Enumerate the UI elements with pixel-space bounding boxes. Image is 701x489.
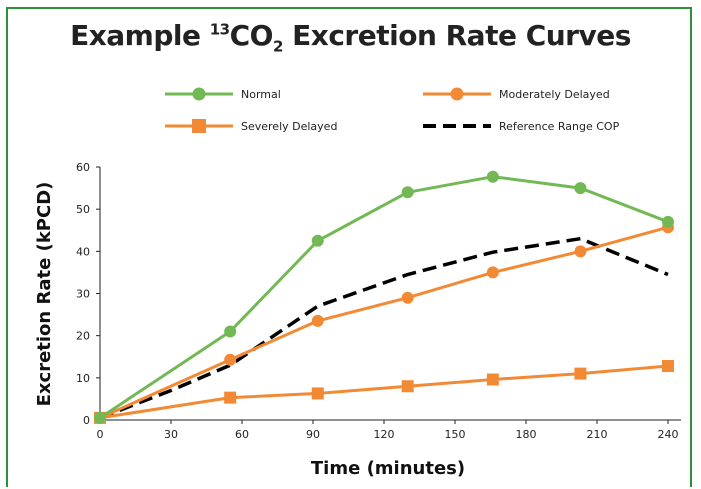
x-tick-label: 150 (445, 428, 466, 441)
x-axis-label: Time (minutes) (311, 458, 465, 479)
data-point (486, 170, 499, 183)
data-point (486, 266, 499, 279)
title-subscript: 2 (272, 37, 283, 56)
data-point (224, 391, 237, 404)
legend-label: Moderately Delayed (499, 88, 610, 101)
title-formula: CO (229, 19, 274, 52)
legend-marker (192, 87, 206, 101)
series-layer (94, 170, 674, 424)
series-line-normal (99, 175, 669, 420)
legend-marker (450, 87, 464, 101)
data-point (401, 291, 414, 304)
legend-item: Normal (165, 87, 281, 101)
series-severely-delayed (94, 360, 674, 424)
data-point (224, 325, 237, 338)
y-axis-label: Excretion Rate (kPCD) (34, 182, 55, 407)
x-tick-label: 120 (374, 428, 395, 441)
x-tick-label: 0 (97, 428, 104, 441)
y-tick-label: 60 (76, 161, 90, 174)
data-point (224, 353, 237, 366)
title-suffix: Excretion Rate Curves (282, 19, 631, 52)
series-moderately-delayed (94, 221, 674, 424)
data-point (486, 373, 499, 386)
data-point (311, 234, 324, 247)
data-point (401, 186, 414, 199)
series-line-reference-range-cop (99, 236, 669, 420)
data-point (311, 387, 324, 400)
data-point (574, 182, 587, 195)
y-tick-label: 10 (76, 372, 90, 385)
y-tick-label: 50 (76, 203, 90, 216)
legend-marker (192, 119, 206, 133)
data-point (662, 360, 674, 373)
legend-label: Severely Delayed (241, 120, 337, 133)
legend-label: Normal (241, 88, 281, 101)
legend-item: Reference Range COP (423, 120, 620, 133)
data-point (662, 215, 674, 228)
x-tick-label: 30 (164, 428, 178, 441)
data-point (311, 314, 324, 327)
legend-item: Moderately Delayed (423, 87, 610, 101)
y-tick-label: 20 (76, 330, 90, 343)
y-tick-label: 40 (76, 245, 90, 258)
data-point (401, 380, 414, 393)
x-tick-label: 90 (306, 428, 320, 441)
data-point (94, 411, 106, 424)
x-tick-label: 210 (587, 428, 608, 441)
x-tick-label: 180 (516, 428, 537, 441)
title-superscript: 13 (209, 20, 230, 39)
chart-title: Example 13CO2 Excretion Rate Curves (0, 19, 701, 56)
series-normal (94, 170, 674, 424)
y-tick-label: 0 (83, 414, 90, 427)
y-tick-label: 30 (76, 288, 90, 301)
chart-frame (6, 7, 692, 487)
legend-item: Severely Delayed (165, 119, 337, 133)
series-reference-range-cop (99, 236, 669, 420)
title-prefix: Example (70, 19, 210, 52)
data-point (574, 245, 587, 258)
x-tick-label: 60 (235, 428, 249, 441)
legend: Normal Moderately Delayed Severely Delayed… (165, 87, 620, 133)
ticks: 0 30 60 90 120 150 180 210 240 0 10 20 30 40 50 60 (76, 161, 679, 441)
x-tick-label: 240 (658, 428, 679, 441)
legend-label: Reference Range COP (499, 120, 620, 133)
data-point (574, 367, 587, 380)
